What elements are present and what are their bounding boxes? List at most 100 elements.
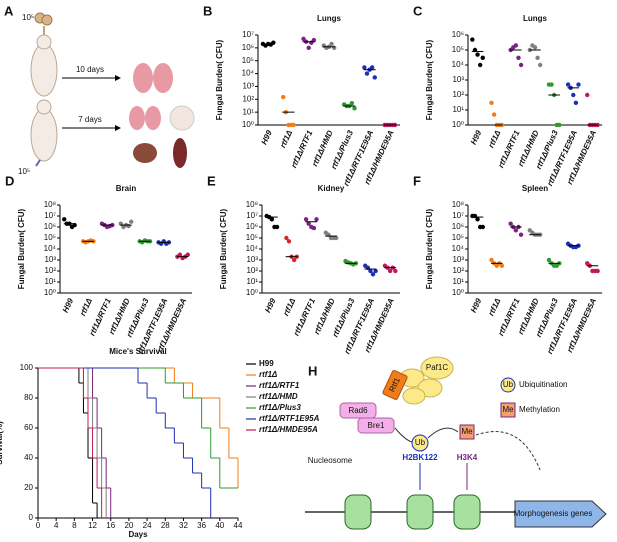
data-point	[373, 268, 378, 274]
bre1-label: Bre1	[368, 421, 385, 430]
arrow-label: 10 days	[76, 65, 104, 74]
y-tick-label: 10⁷	[246, 211, 258, 220]
data-point	[470, 37, 475, 42]
x-tick-label: H99	[61, 296, 76, 314]
mouse	[30, 108, 58, 162]
panel-label: B	[203, 3, 212, 18]
data-point	[576, 82, 581, 87]
x-tick-label: rtf1Δ	[278, 128, 294, 149]
data-point	[516, 55, 521, 61]
data-point	[314, 217, 319, 222]
data-point	[352, 106, 357, 111]
y-tick-label: 10²	[452, 90, 464, 99]
y-tick-label: 40	[24, 453, 33, 462]
legend-me	[500, 402, 516, 418]
y-tick-label: 10⁷	[44, 211, 56, 220]
y-tick-label: 10²	[242, 94, 254, 103]
y-tick-label: 10⁶	[242, 43, 254, 52]
data-point	[499, 263, 505, 268]
legend-label: rtf1Δ/RTF1	[259, 381, 300, 390]
y-tick-label: 10⁰	[246, 288, 258, 297]
x-tick-label: 12	[88, 521, 97, 530]
data-point	[301, 36, 306, 42]
chart-title: Mice's Survival	[109, 347, 167, 356]
y-tick-label: 10⁶	[452, 222, 464, 231]
y-tick-label: 10⁵	[242, 56, 254, 65]
cells	[41, 14, 53, 26]
gene-label: Morphogenesis genes	[514, 509, 593, 518]
y-tick-label: 10⁵	[246, 233, 258, 242]
data-point	[291, 122, 296, 128]
x-tick-label: H99	[469, 296, 484, 314]
y-tick-label: 10²	[44, 266, 56, 275]
data-point	[334, 235, 339, 241]
data-point	[177, 252, 183, 257]
rad6-label: Rad6	[348, 406, 368, 415]
lung	[129, 106, 145, 130]
y-tick-label: 10²	[452, 266, 464, 275]
data-point	[475, 52, 480, 57]
y-tick-label: 10⁵	[452, 45, 464, 54]
legend-label: rtf1Δ/HMDE95A	[259, 425, 318, 434]
data-point	[546, 257, 552, 263]
y-tick-label: 10⁷	[452, 211, 464, 220]
y-tick-label: 10⁵	[44, 233, 56, 242]
dose-label: 10⁵	[18, 167, 30, 176]
data-point	[538, 62, 543, 68]
lung	[153, 63, 173, 93]
y-tick-label: 0	[29, 513, 34, 522]
y-tick-label: 10⁰	[452, 120, 464, 129]
y-tick-label: 10⁸	[246, 200, 258, 209]
arrow-head	[115, 125, 121, 131]
y-tick-label: 10⁴	[246, 244, 259, 253]
data-point	[387, 268, 393, 274]
y-tick-label: 10³	[452, 255, 464, 264]
panel-h: H Paf1C Rtf1 Rad6 Bre1 Ub H2BK122 Me H3K…	[305, 356, 607, 530]
y-axis-label: Fungal Burden( CFU)	[215, 39, 224, 120]
ub-label: Ub	[503, 380, 514, 389]
lung	[145, 106, 161, 130]
y-axis-label: Fungal Burden( CFU)	[17, 208, 26, 289]
x-tick-label: H99	[469, 128, 484, 146]
paf1c-subunit	[402, 387, 426, 405]
data-point	[332, 45, 337, 51]
nucleosome	[406, 494, 434, 530]
y-tick-label: 10⁰	[44, 288, 56, 297]
me-label: Me	[502, 405, 514, 414]
y-tick-label: 10³	[246, 255, 258, 264]
gene-box	[514, 500, 607, 528]
x-tick-label: rtf1Δ	[487, 296, 503, 317]
data-point	[364, 71, 370, 76]
h3-site: H3K4	[457, 453, 478, 462]
x-tick-label: 32	[179, 521, 188, 530]
x-tick-label: 40	[215, 521, 224, 530]
x-tick-label: H99	[263, 296, 278, 314]
y-tick-label: 10⁴	[452, 60, 465, 69]
h2b-site: H2BK122	[402, 453, 438, 462]
spleen	[173, 138, 187, 168]
rtf1	[382, 369, 408, 401]
y-tick-label: 100	[20, 363, 34, 372]
x-tick-label: 4	[54, 521, 59, 530]
data-point	[477, 62, 483, 68]
dose-label: 10⁵	[22, 13, 34, 22]
x-tick-label: 36	[197, 521, 206, 530]
y-axis-label: Fungal Burden( CFU)	[219, 208, 228, 289]
x-tick-label: H99	[260, 128, 275, 146]
arrow	[475, 431, 541, 471]
nucleosome	[453, 494, 481, 530]
y-tick-label: 10⁷	[242, 30, 254, 39]
data-point	[565, 82, 571, 87]
syringe	[35, 159, 41, 167]
mouse	[30, 43, 58, 97]
y-tick-label: 10⁴	[44, 244, 57, 253]
y-axis-label: Survival(%)	[0, 421, 4, 465]
y-axis-label: Fungal Burden( CFU)	[425, 208, 434, 289]
legend-label: H99	[259, 359, 274, 368]
data-point	[269, 217, 275, 222]
data-point	[557, 122, 562, 128]
y-tick-label: 10³	[44, 255, 56, 264]
data-point	[62, 217, 67, 222]
y-tick-label: 10⁶	[246, 222, 258, 231]
